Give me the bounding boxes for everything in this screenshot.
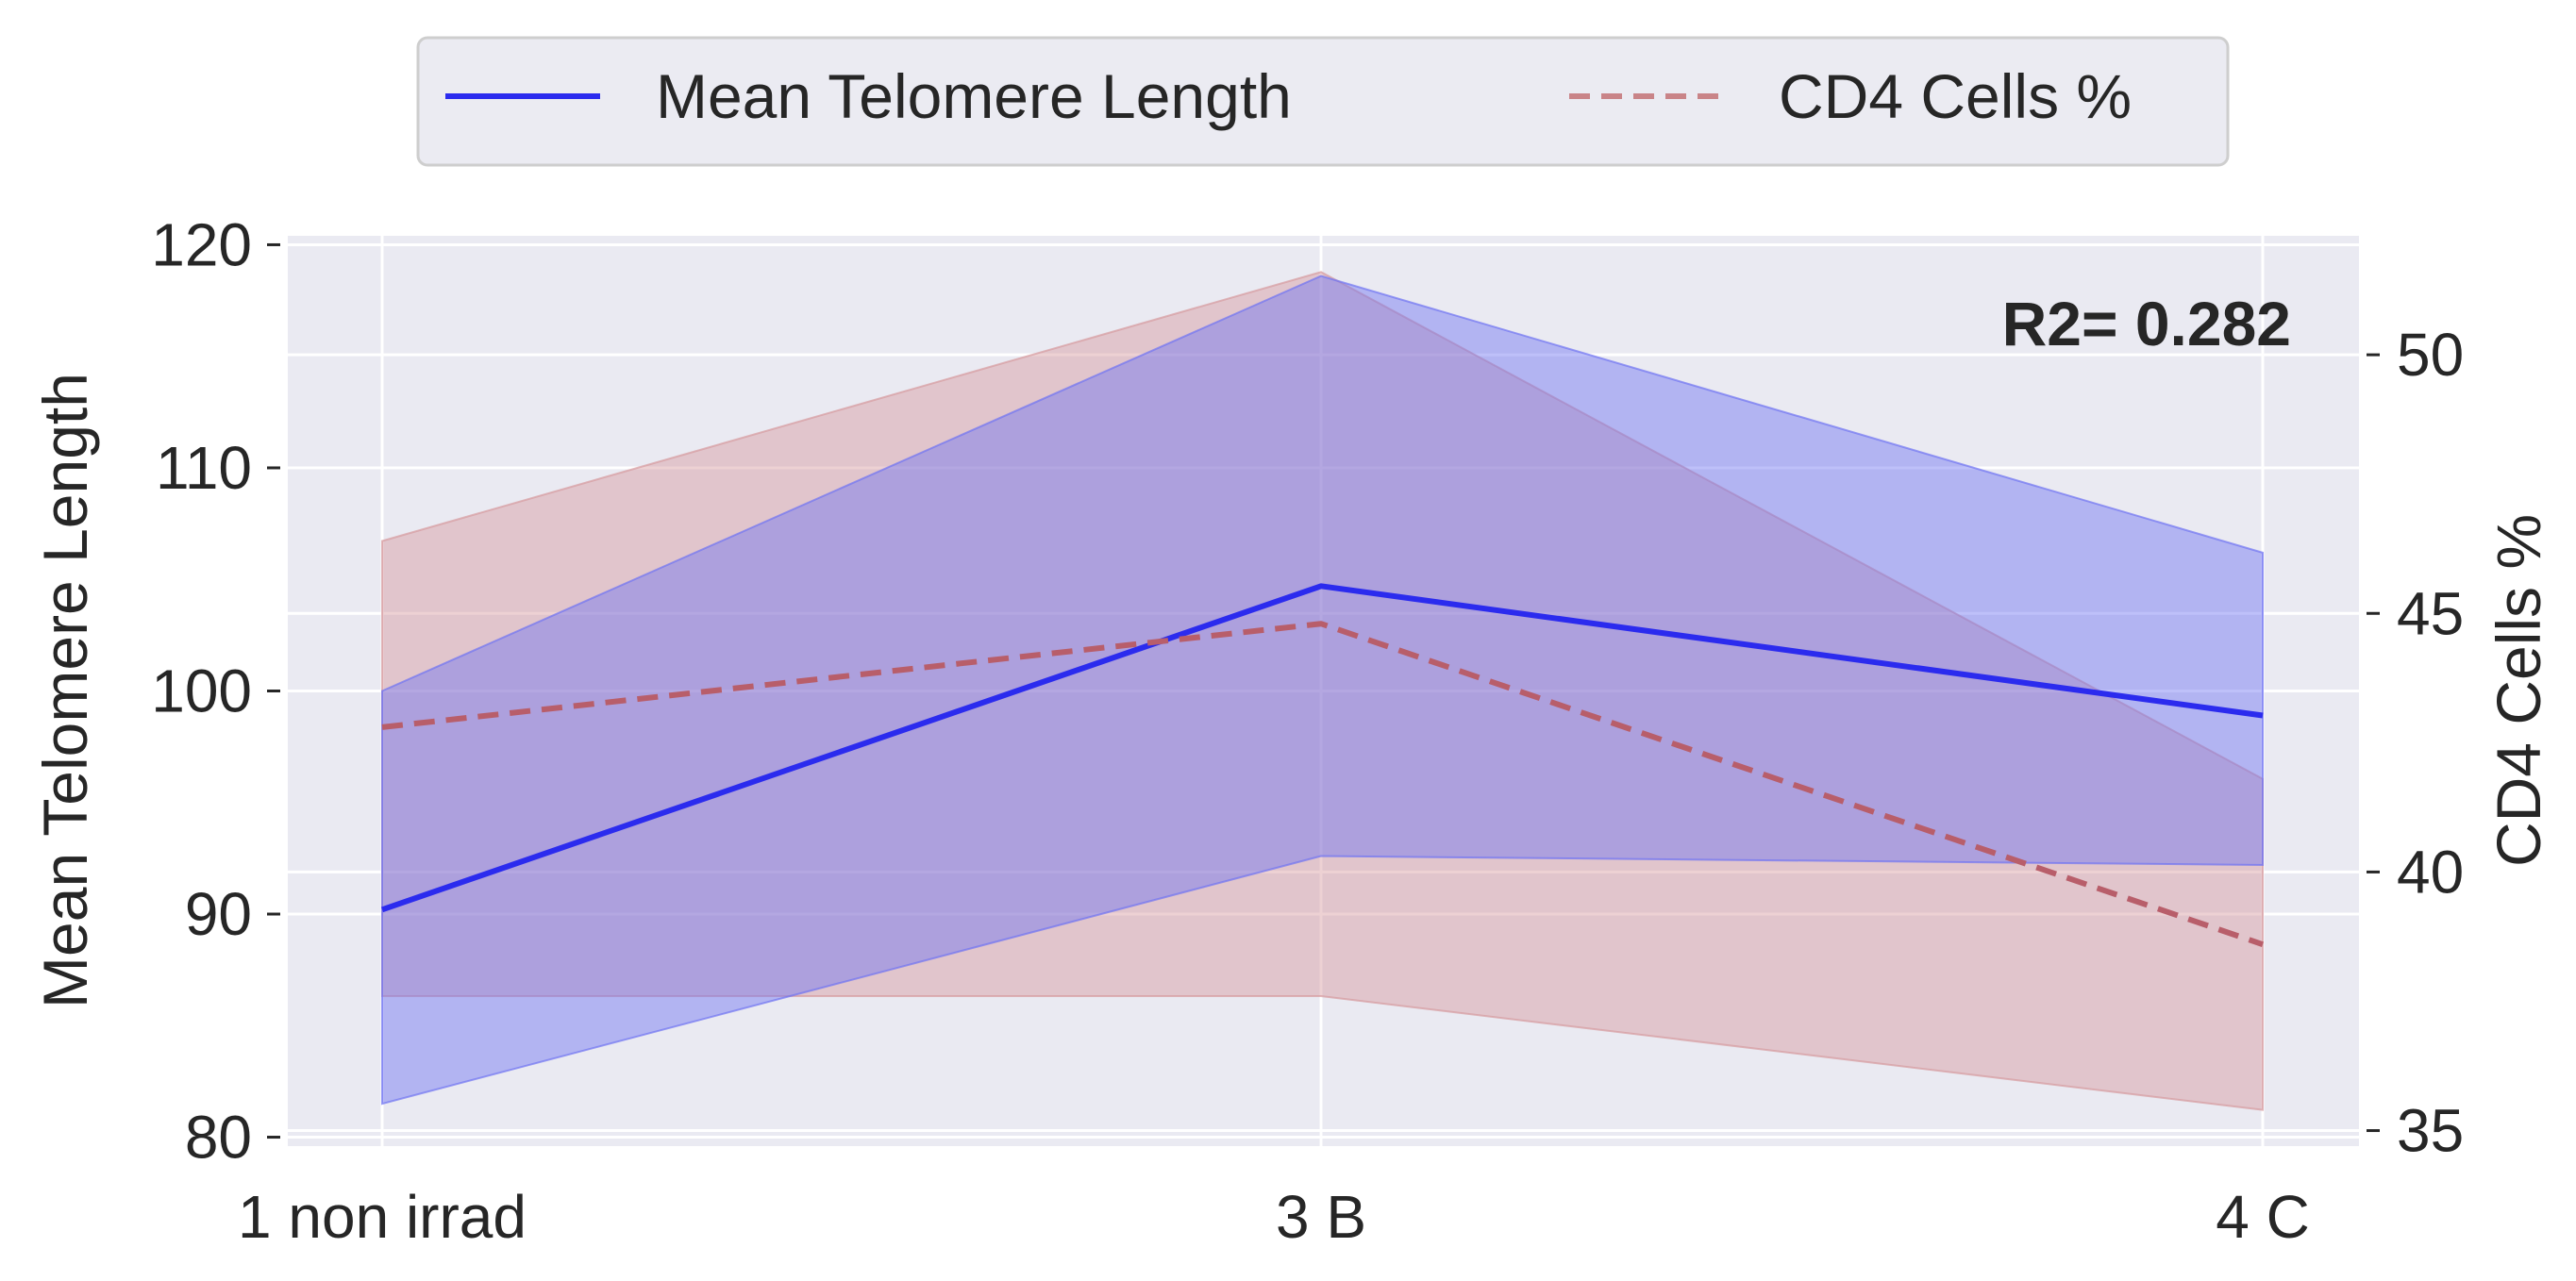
band-telomere <box>381 274 2264 1106</box>
series-lines <box>381 583 2264 948</box>
x-axis: 1 non irrad 3 B 4 C <box>238 1183 2310 1251</box>
left-tick-label: 120 <box>151 210 252 278</box>
right-tick-label: 50 <box>2397 321 2464 389</box>
confidence-bands <box>381 271 2264 1111</box>
right-tick-label: 40 <box>2397 838 2464 906</box>
series-line-telomere <box>381 583 2264 913</box>
left-axis-title: Mean Telomere Length <box>30 373 100 1008</box>
x-tick-label: 4 C <box>2216 1183 2310 1251</box>
left-tick-label: 80 <box>185 1104 252 1172</box>
legend-label-cd4: CD4 Cells % <box>1779 61 2132 131</box>
left-axis: 80 90 100 110 120 <box>151 210 280 1172</box>
x-tick-label: 3 B <box>1276 1183 1366 1251</box>
right-tick-label: 35 <box>2397 1097 2464 1165</box>
right-axis-title: CD4 Cells % <box>2484 514 2553 867</box>
right-tick-label: 45 <box>2397 579 2464 647</box>
right-axis: 35 40 45 50 <box>2367 321 2464 1165</box>
legend-label-telomere: Mean Telomere Length <box>656 61 1292 131</box>
left-tick-label: 90 <box>185 880 252 948</box>
x-tick-label: 1 non irrad <box>238 1183 527 1251</box>
left-tick-label: 110 <box>156 434 252 502</box>
left-tick-label: 100 <box>151 657 252 725</box>
legend: Mean Telomere Length CD4 Cells % <box>416 36 2230 167</box>
r2-annotation: R2= 0.282 <box>2002 289 2291 358</box>
series-line-cd4 <box>381 621 2264 948</box>
legend-box <box>416 36 2230 167</box>
